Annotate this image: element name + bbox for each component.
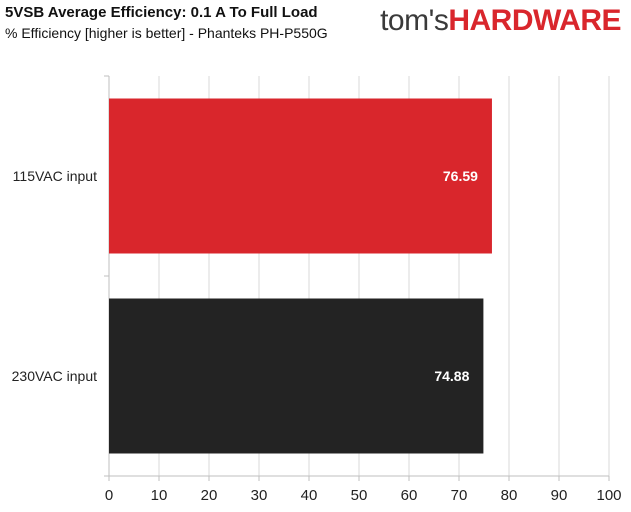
x-tick-label: 60 [401,487,418,504]
x-tick-label: 90 [551,487,568,504]
logo-part-toms: tom's [380,4,449,37]
x-tick-label: 20 [201,487,218,504]
bar-value-label: 76.59 [443,168,478,184]
bar-115vac [109,98,492,254]
x-tick-label: 0 [105,487,113,504]
x-tick-label: 10 [151,487,168,504]
bar-value-label: 74.88 [434,368,469,384]
x-tick-label: 80 [501,487,518,504]
x-tick-label: 40 [301,487,318,504]
x-tick-label: 70 [451,487,468,504]
toms-hardware-logo: tom'sHARDWARE [380,4,621,38]
chart-title: 5VSB Average Efficiency: 0.1 A To Full L… [5,4,318,21]
bar-230vac [109,298,484,454]
x-tick-label: 100 [596,487,621,504]
category-label: 230VAC input [12,368,97,384]
logo-part-hardware: HARDWARE [448,4,621,37]
category-label: 115VAC input [13,168,97,184]
x-tick-label: 50 [351,487,368,504]
x-tick-label: 30 [251,487,268,504]
chart-subtitle: % Efficiency [higher is better] - Phante… [5,25,328,41]
